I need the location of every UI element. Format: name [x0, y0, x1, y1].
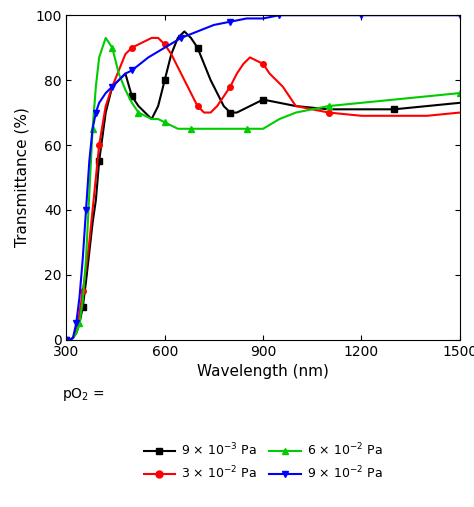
Text: pO$_2$ =: pO$_2$ = [62, 386, 105, 403]
Y-axis label: Transmittance (%): Transmittance (%) [15, 107, 29, 247]
Legend: 9 × 10$^{-3}$ Pa, 3 × 10$^{-2}$ Pa, 6 × 10$^{-2}$ Pa, 9 × 10$^{-2}$ Pa: 9 × 10$^{-3}$ Pa, 3 × 10$^{-2}$ Pa, 6 × … [138, 437, 388, 486]
X-axis label: Wavelength (nm): Wavelength (nm) [197, 364, 329, 379]
